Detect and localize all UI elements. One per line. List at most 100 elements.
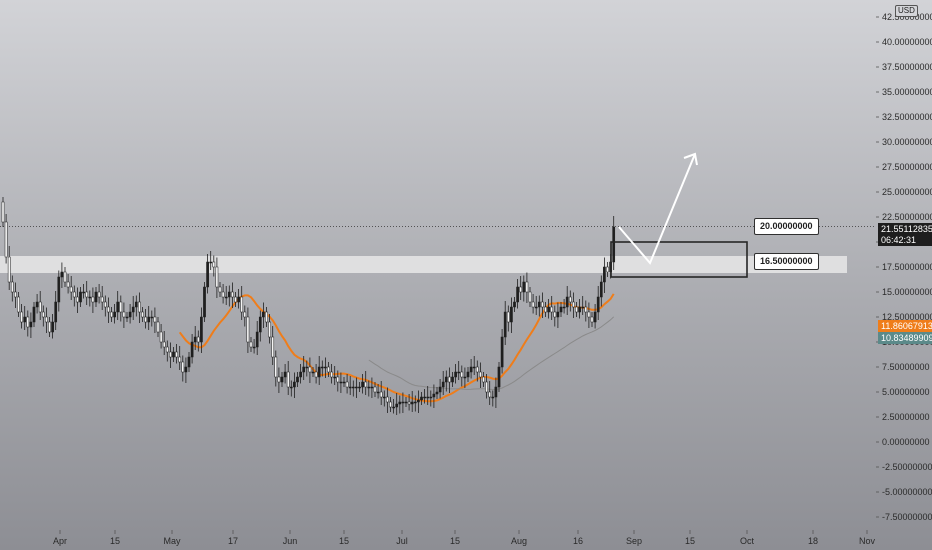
candle — [10, 275, 14, 302]
candle-body — [187, 356, 191, 368]
candle — [320, 360, 324, 377]
candle-body — [206, 261, 209, 288]
x-tick-label: 15 — [685, 536, 695, 546]
candle — [249, 337, 253, 352]
candle-body — [66, 281, 70, 288]
candle-body — [283, 371, 287, 378]
candle — [386, 387, 389, 413]
candle-body — [218, 286, 222, 293]
candle-body — [475, 366, 479, 373]
candle-body — [190, 341, 194, 358]
candle-body — [29, 321, 33, 328]
candle — [330, 364, 333, 384]
candle-body — [525, 281, 529, 293]
candle-body — [590, 316, 594, 323]
candle — [547, 299, 550, 319]
candle — [544, 302, 547, 317]
candle — [82, 284, 85, 299]
x-tick-label: May — [163, 536, 181, 546]
candle-body — [599, 281, 603, 298]
candle-body — [376, 391, 380, 394]
candle — [103, 295, 107, 317]
candle — [252, 339, 256, 354]
candle — [178, 346, 182, 370]
candle — [599, 275, 603, 307]
candle — [240, 286, 244, 320]
candle — [522, 275, 526, 302]
y-tick-label: 7.50000000 — [882, 362, 930, 372]
candle-body — [612, 226, 616, 263]
candle-body — [320, 366, 324, 369]
candle — [302, 356, 306, 380]
candle-body — [339, 381, 343, 384]
candle — [525, 272, 529, 303]
candle-body — [435, 391, 439, 395]
candle — [534, 296, 538, 315]
candle — [150, 310, 154, 327]
candle — [227, 285, 231, 307]
candle — [528, 287, 532, 307]
candle — [76, 287, 79, 313]
candle — [472, 356, 476, 375]
candle-body — [389, 401, 392, 408]
candle-body — [330, 371, 333, 378]
candle-body — [516, 286, 519, 303]
candle-body — [159, 331, 163, 343]
candle — [361, 374, 364, 394]
candle — [376, 384, 380, 399]
x-tick-label: 15 — [110, 536, 120, 546]
candle — [131, 296, 135, 320]
candle-body — [17, 296, 20, 313]
candle-body — [138, 301, 141, 313]
candle-body — [107, 306, 110, 313]
candle — [274, 350, 278, 387]
candle — [485, 374, 488, 399]
candle-body — [10, 281, 14, 293]
candle — [435, 387, 439, 399]
candle — [438, 379, 442, 399]
candle-body — [122, 311, 126, 318]
candle-body — [289, 386, 293, 389]
candle — [333, 366, 337, 385]
candle-body — [1, 201, 5, 223]
candle — [110, 307, 113, 322]
candle — [373, 382, 377, 397]
y-tick-label: 35.00000000 — [882, 87, 932, 97]
candle — [141, 307, 144, 322]
y-tick-label: 42.50000000 — [882, 12, 932, 22]
candle — [97, 284, 101, 304]
y-tick-label: 12.50000000 — [882, 312, 932, 322]
candle-body — [556, 311, 560, 318]
candle-body — [262, 311, 265, 318]
candle — [79, 287, 82, 307]
candle-body — [575, 306, 578, 313]
candle-body — [404, 401, 408, 404]
resistance-zone-layer — [0, 226, 876, 273]
candle — [587, 302, 591, 328]
candle-body — [153, 316, 157, 323]
candle — [172, 347, 175, 362]
candle-body — [172, 351, 175, 358]
candle-body — [348, 386, 352, 389]
candle-body — [593, 311, 597, 323]
candle — [336, 370, 340, 392]
candle — [441, 371, 445, 395]
candle — [48, 317, 51, 337]
candle-body — [466, 371, 470, 378]
candle — [553, 305, 557, 327]
candle-body — [240, 296, 244, 313]
candle — [209, 251, 213, 270]
candle-body — [584, 306, 588, 313]
candle-body — [280, 376, 284, 383]
lower-box-label[interactable]: 16.50000000 — [754, 253, 819, 270]
x-tick-label: Sep — [626, 536, 642, 546]
candle — [479, 362, 482, 388]
candle — [367, 380, 371, 397]
candle — [392, 399, 395, 414]
last-price-tag: 21.55112835 — [878, 223, 932, 235]
upper-box-label[interactable]: 20.00000000 — [754, 218, 819, 235]
candle-body — [175, 351, 178, 358]
currency-badge[interactable]: USD — [895, 5, 918, 17]
